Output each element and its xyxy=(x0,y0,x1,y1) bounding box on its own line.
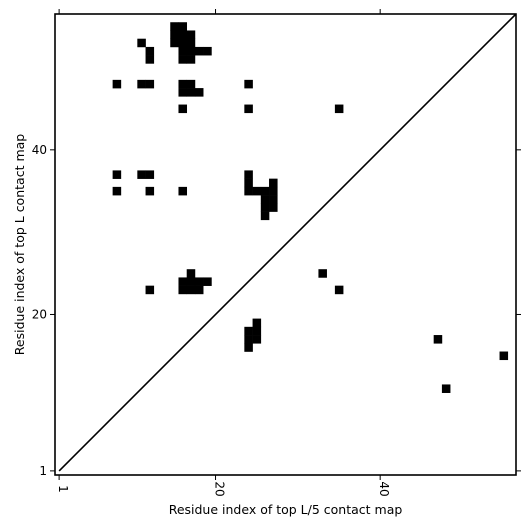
upper-contact-cell xyxy=(269,203,278,212)
lower-contact-cell xyxy=(244,343,253,352)
upper-contact-cell xyxy=(244,104,253,114)
upper-contact-cell xyxy=(269,178,278,188)
lower-contact-cell xyxy=(244,326,253,336)
upper-contact-cell xyxy=(178,104,188,114)
upper-contact-cell xyxy=(269,195,278,204)
upper-contact-cell xyxy=(170,22,179,31)
upper-contact-cell xyxy=(170,30,179,39)
upper-contact-cell xyxy=(145,46,155,56)
upper-contact-cell xyxy=(145,79,155,89)
upper-contact-cell xyxy=(178,277,188,286)
upper-contact-cell xyxy=(186,285,196,295)
x-tick-label: 40 xyxy=(377,481,391,496)
upper-contact-cell xyxy=(178,22,188,31)
plot-frame xyxy=(54,13,517,476)
upper-contact-cell xyxy=(244,79,253,89)
upper-contact-cell xyxy=(112,79,122,89)
upper-contact-cell xyxy=(145,186,155,196)
upper-contact-cell xyxy=(244,178,253,188)
upper-contact-cell xyxy=(186,79,196,89)
upper-contact-cell xyxy=(178,88,188,97)
upper-contact-cell xyxy=(137,170,146,179)
upper-contact-cell xyxy=(186,38,196,48)
upper-contact-cell xyxy=(178,55,188,64)
lower-contact-cells xyxy=(244,318,509,393)
diagonal-line xyxy=(58,13,517,472)
upper-contact-cell xyxy=(334,285,344,295)
upper-contact-cell xyxy=(186,269,196,278)
upper-contact-cell xyxy=(186,46,196,56)
upper-contact-cell xyxy=(178,79,188,89)
upper-contact-cell xyxy=(334,104,344,114)
upper-contact-cell xyxy=(178,46,188,56)
upper-contact-cell xyxy=(145,285,155,295)
x-tick-label: 1 xyxy=(56,485,70,493)
lower-contact-cell xyxy=(499,351,509,361)
lower-contact-cell xyxy=(441,384,451,393)
upper-contact-cell xyxy=(203,277,212,286)
upper-contact-cell xyxy=(178,186,188,196)
lower-contact-cell xyxy=(244,335,253,344)
upper-contact-cell xyxy=(112,170,122,179)
x-tick-label: 20 xyxy=(213,481,227,496)
upper-contact-cell xyxy=(186,30,196,39)
upper-contact-cell xyxy=(244,186,253,196)
upper-contact-cell xyxy=(194,277,204,286)
upper-contact-cell xyxy=(186,55,196,64)
upper-contact-cell xyxy=(194,88,204,97)
axis-ticks: 1 20 40 1 20 40 xyxy=(32,9,521,497)
y-tick-label: 20 xyxy=(32,307,47,321)
upper-contact-cell xyxy=(244,170,253,179)
x-axis-label: Residue index of top L/5 contact map xyxy=(169,502,403,517)
y-tick-label: 1 xyxy=(39,464,47,478)
upper-contact-cell xyxy=(252,186,262,196)
upper-contact-cell xyxy=(137,38,146,48)
upper-contact-cell xyxy=(203,46,212,56)
upper-contact-cell xyxy=(260,203,270,212)
upper-contact-cell xyxy=(145,55,155,64)
upper-contact-cell xyxy=(194,285,204,295)
upper-contact-cell xyxy=(194,46,204,56)
y-tick-label: 40 xyxy=(32,143,47,157)
upper-contact-cells xyxy=(112,22,344,295)
y-axis-label: Residue index of top L contact map xyxy=(12,134,27,355)
upper-contact-cell xyxy=(178,30,188,39)
upper-contact-cell xyxy=(318,269,327,278)
upper-contact-cell xyxy=(260,195,270,204)
upper-contact-cell xyxy=(260,186,270,196)
lower-contact-cell xyxy=(252,335,262,344)
upper-contact-cell xyxy=(112,186,122,196)
lower-contact-cell xyxy=(252,318,262,328)
upper-contact-cell xyxy=(170,38,179,48)
upper-contact-cell xyxy=(178,38,188,48)
lower-contact-cell xyxy=(433,335,443,344)
upper-contact-cell xyxy=(137,79,146,89)
upper-contact-cell xyxy=(145,170,155,179)
upper-contact-cell xyxy=(178,285,188,295)
lower-contact-cell xyxy=(252,326,262,336)
upper-contact-cell xyxy=(260,211,270,221)
upper-contact-cell xyxy=(186,88,196,97)
upper-contact-cell xyxy=(269,186,278,196)
upper-contact-cell xyxy=(186,277,196,286)
